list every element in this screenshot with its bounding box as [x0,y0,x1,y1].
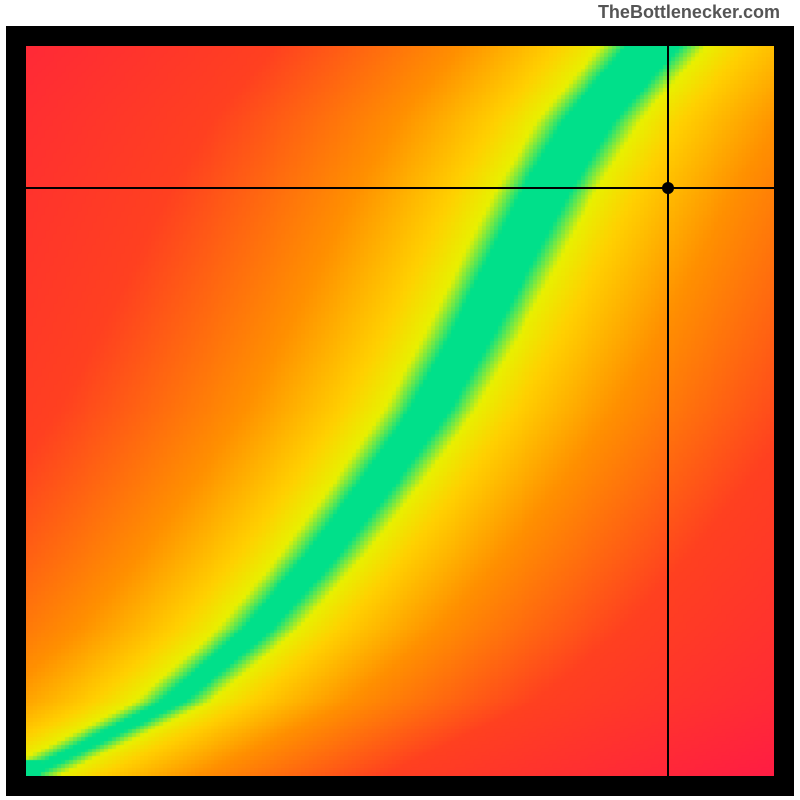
chart-container: TheBottlenecker.com [0,0,800,800]
attribution-text: TheBottlenecker.com [598,0,780,24]
crosshair-vertical [667,46,669,796]
bottleneck-heatmap [26,46,774,776]
crosshair-horizontal [26,187,794,189]
